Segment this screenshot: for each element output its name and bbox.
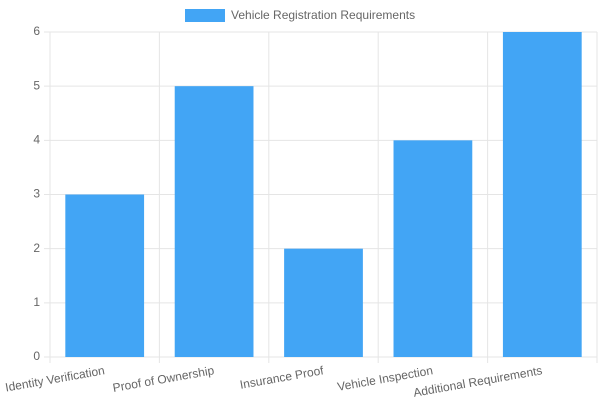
y-tick-label: 1	[33, 295, 40, 309]
y-tick-label: 5	[33, 78, 40, 92]
x-tick-label: Identity Verification	[4, 363, 106, 394]
x-tick-label: Insurance Proof	[239, 363, 326, 392]
bar	[65, 194, 145, 357]
y-tick-label: 2	[33, 241, 40, 255]
x-tick-label: Proof of Ownership	[112, 363, 216, 395]
bar	[174, 86, 254, 358]
y-tick-label: 4	[33, 133, 40, 147]
legend-label: Vehicle Registration Requirements	[231, 8, 415, 22]
y-tick-label: 6	[33, 24, 40, 38]
legend-swatch	[185, 9, 225, 22]
y-tick-label: 3	[33, 187, 40, 201]
bar	[502, 32, 582, 357]
bar	[284, 248, 363, 357]
y-tick-label: 0	[33, 349, 40, 363]
bar	[393, 140, 473, 357]
